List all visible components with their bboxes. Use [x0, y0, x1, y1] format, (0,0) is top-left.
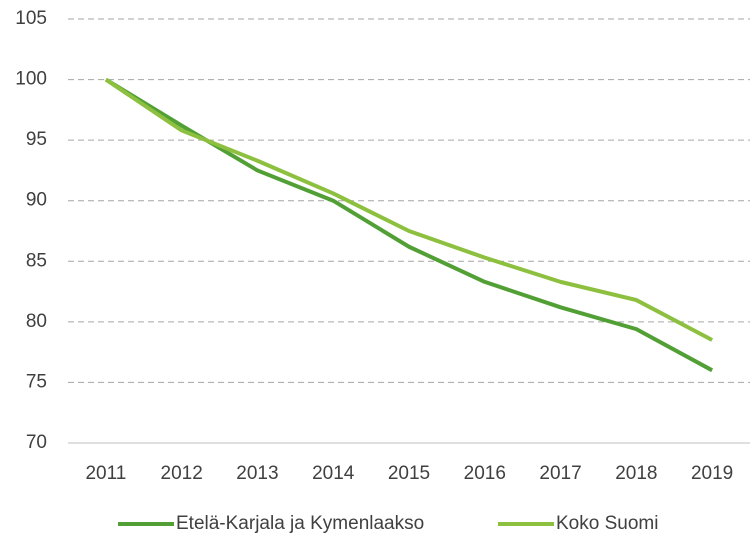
y-tick-label: 90	[26, 190, 47, 211]
x-tick-label: 2015	[388, 463, 430, 484]
y-tick-label: 85	[26, 250, 47, 271]
y-tick-label: 95	[26, 129, 47, 150]
y-tick-label: 80	[26, 311, 47, 332]
x-tick-label: 2011	[85, 463, 126, 484]
x-tick-label: 2019	[691, 463, 733, 484]
x-tick-label: 2013	[236, 463, 278, 484]
x-tick-label: 2016	[464, 463, 506, 484]
y-tick-label: 100	[15, 69, 47, 90]
x-tick-label: 2017	[539, 463, 581, 484]
y-tick-label: 70	[26, 432, 47, 453]
x-tick-label: 2012	[161, 463, 203, 484]
legend-label: Etelä-Karjala ja Kymenlaakso	[176, 513, 424, 534]
x-tick-label: 2014	[312, 463, 355, 484]
y-tick-label: 105	[15, 8, 47, 29]
y-tick-label: 75	[26, 371, 47, 392]
x-tick-label: 2018	[615, 463, 657, 484]
series-line	[104, 77, 714, 373]
legend-label: Koko Suomi	[556, 513, 658, 534]
series-line	[104, 77, 714, 342]
